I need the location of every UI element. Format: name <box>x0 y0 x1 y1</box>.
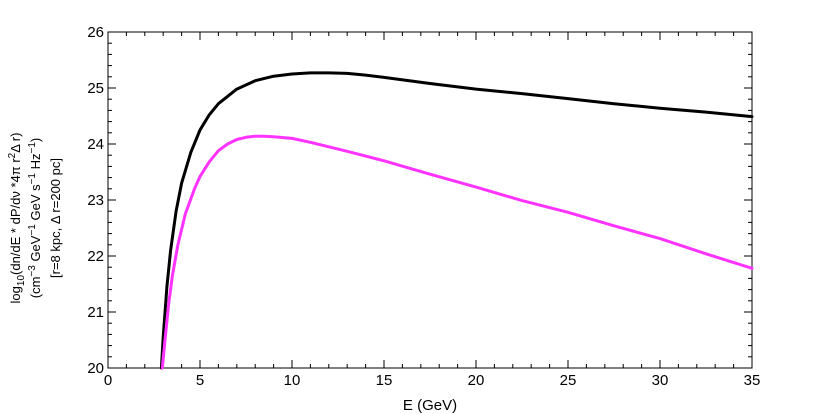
series-line-1 <box>159 71 754 370</box>
y-axis-label-line-2: (cm−3 GeV−1 GeV s−1 Hz−1) <box>27 138 43 299</box>
x-axis-label: E (GeV) <box>403 397 457 414</box>
series-line-2 <box>160 134 754 370</box>
y-tick-label: 20 <box>87 360 104 377</box>
y-tick-label: 23 <box>87 192 104 209</box>
x-tick-label: 0 <box>104 372 112 389</box>
y-axis-label-line-3: [r=8 kpc, Δ r=200 pc] <box>48 158 63 278</box>
y-axis-label: log10(dn/dE * dP/dν *4π r2Δ r) (cm−3 GeV… <box>7 133 63 304</box>
y-axis-label-line-1: log10(dn/dE * dP/dν *4π r2Δ r) <box>7 133 27 304</box>
x-tick-label: 30 <box>652 372 669 389</box>
y-tick-label: 21 <box>87 304 104 321</box>
y-tick-label: 22 <box>87 248 104 265</box>
x-tick-label: 5 <box>196 372 204 389</box>
x-tick-label: 25 <box>560 372 577 389</box>
x-tick-label: 10 <box>284 372 301 389</box>
x-tick-label: 35 <box>744 372 761 389</box>
y-tick-label: 26 <box>87 24 104 41</box>
y-tick-label: 25 <box>87 80 104 97</box>
axis-ticks: 0 5 10 15 20 25 30 35 20 21 22 23 24 25 26 <box>87 24 760 389</box>
x-tick-label: 15 <box>376 372 393 389</box>
x-tick-label: 20 <box>468 372 485 389</box>
y-tick-label: 24 <box>87 136 104 153</box>
series-layer <box>159 71 754 370</box>
